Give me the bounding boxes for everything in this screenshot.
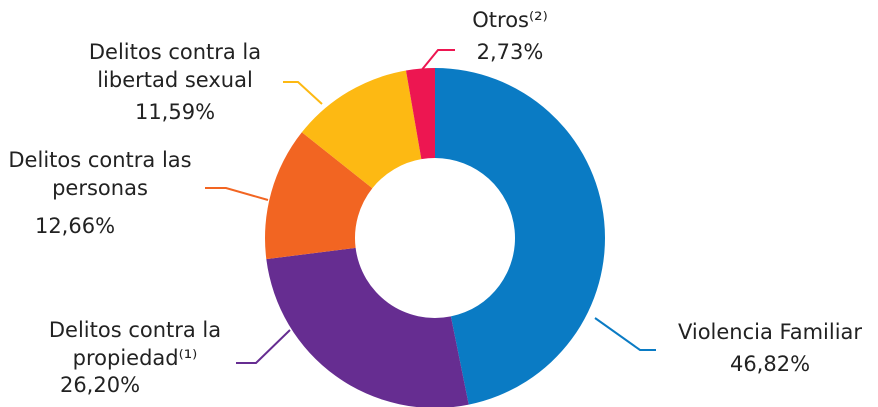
value-label: 2,73% bbox=[476, 40, 544, 64]
leader-line bbox=[283, 81, 323, 105]
category-label: Delitos contra las personas bbox=[8, 148, 192, 200]
donut-slice bbox=[301, 70, 422, 189]
leader-line bbox=[236, 329, 291, 364]
donut-slice bbox=[405, 68, 435, 160]
value-label: 12,66% bbox=[34, 214, 116, 238]
category-label: Delitos contra la libertad sexual bbox=[88, 40, 262, 92]
value-label: 26,20% bbox=[59, 373, 141, 397]
leader-line bbox=[419, 49, 455, 73]
category-label: Otros⁽²⁾ bbox=[472, 8, 548, 32]
donut-slice bbox=[265, 132, 373, 260]
category-label: Delitos contra la propiedad⁽¹⁾ bbox=[48, 318, 222, 370]
value-label: 46,82% bbox=[729, 352, 811, 376]
leader-line bbox=[205, 187, 269, 201]
donut-slice bbox=[266, 247, 469, 407]
donut-slice bbox=[435, 68, 606, 405]
leader-line bbox=[594, 317, 656, 351]
value-label: 11,59% bbox=[134, 100, 216, 124]
category-label: Violencia Familiar bbox=[677, 320, 863, 344]
